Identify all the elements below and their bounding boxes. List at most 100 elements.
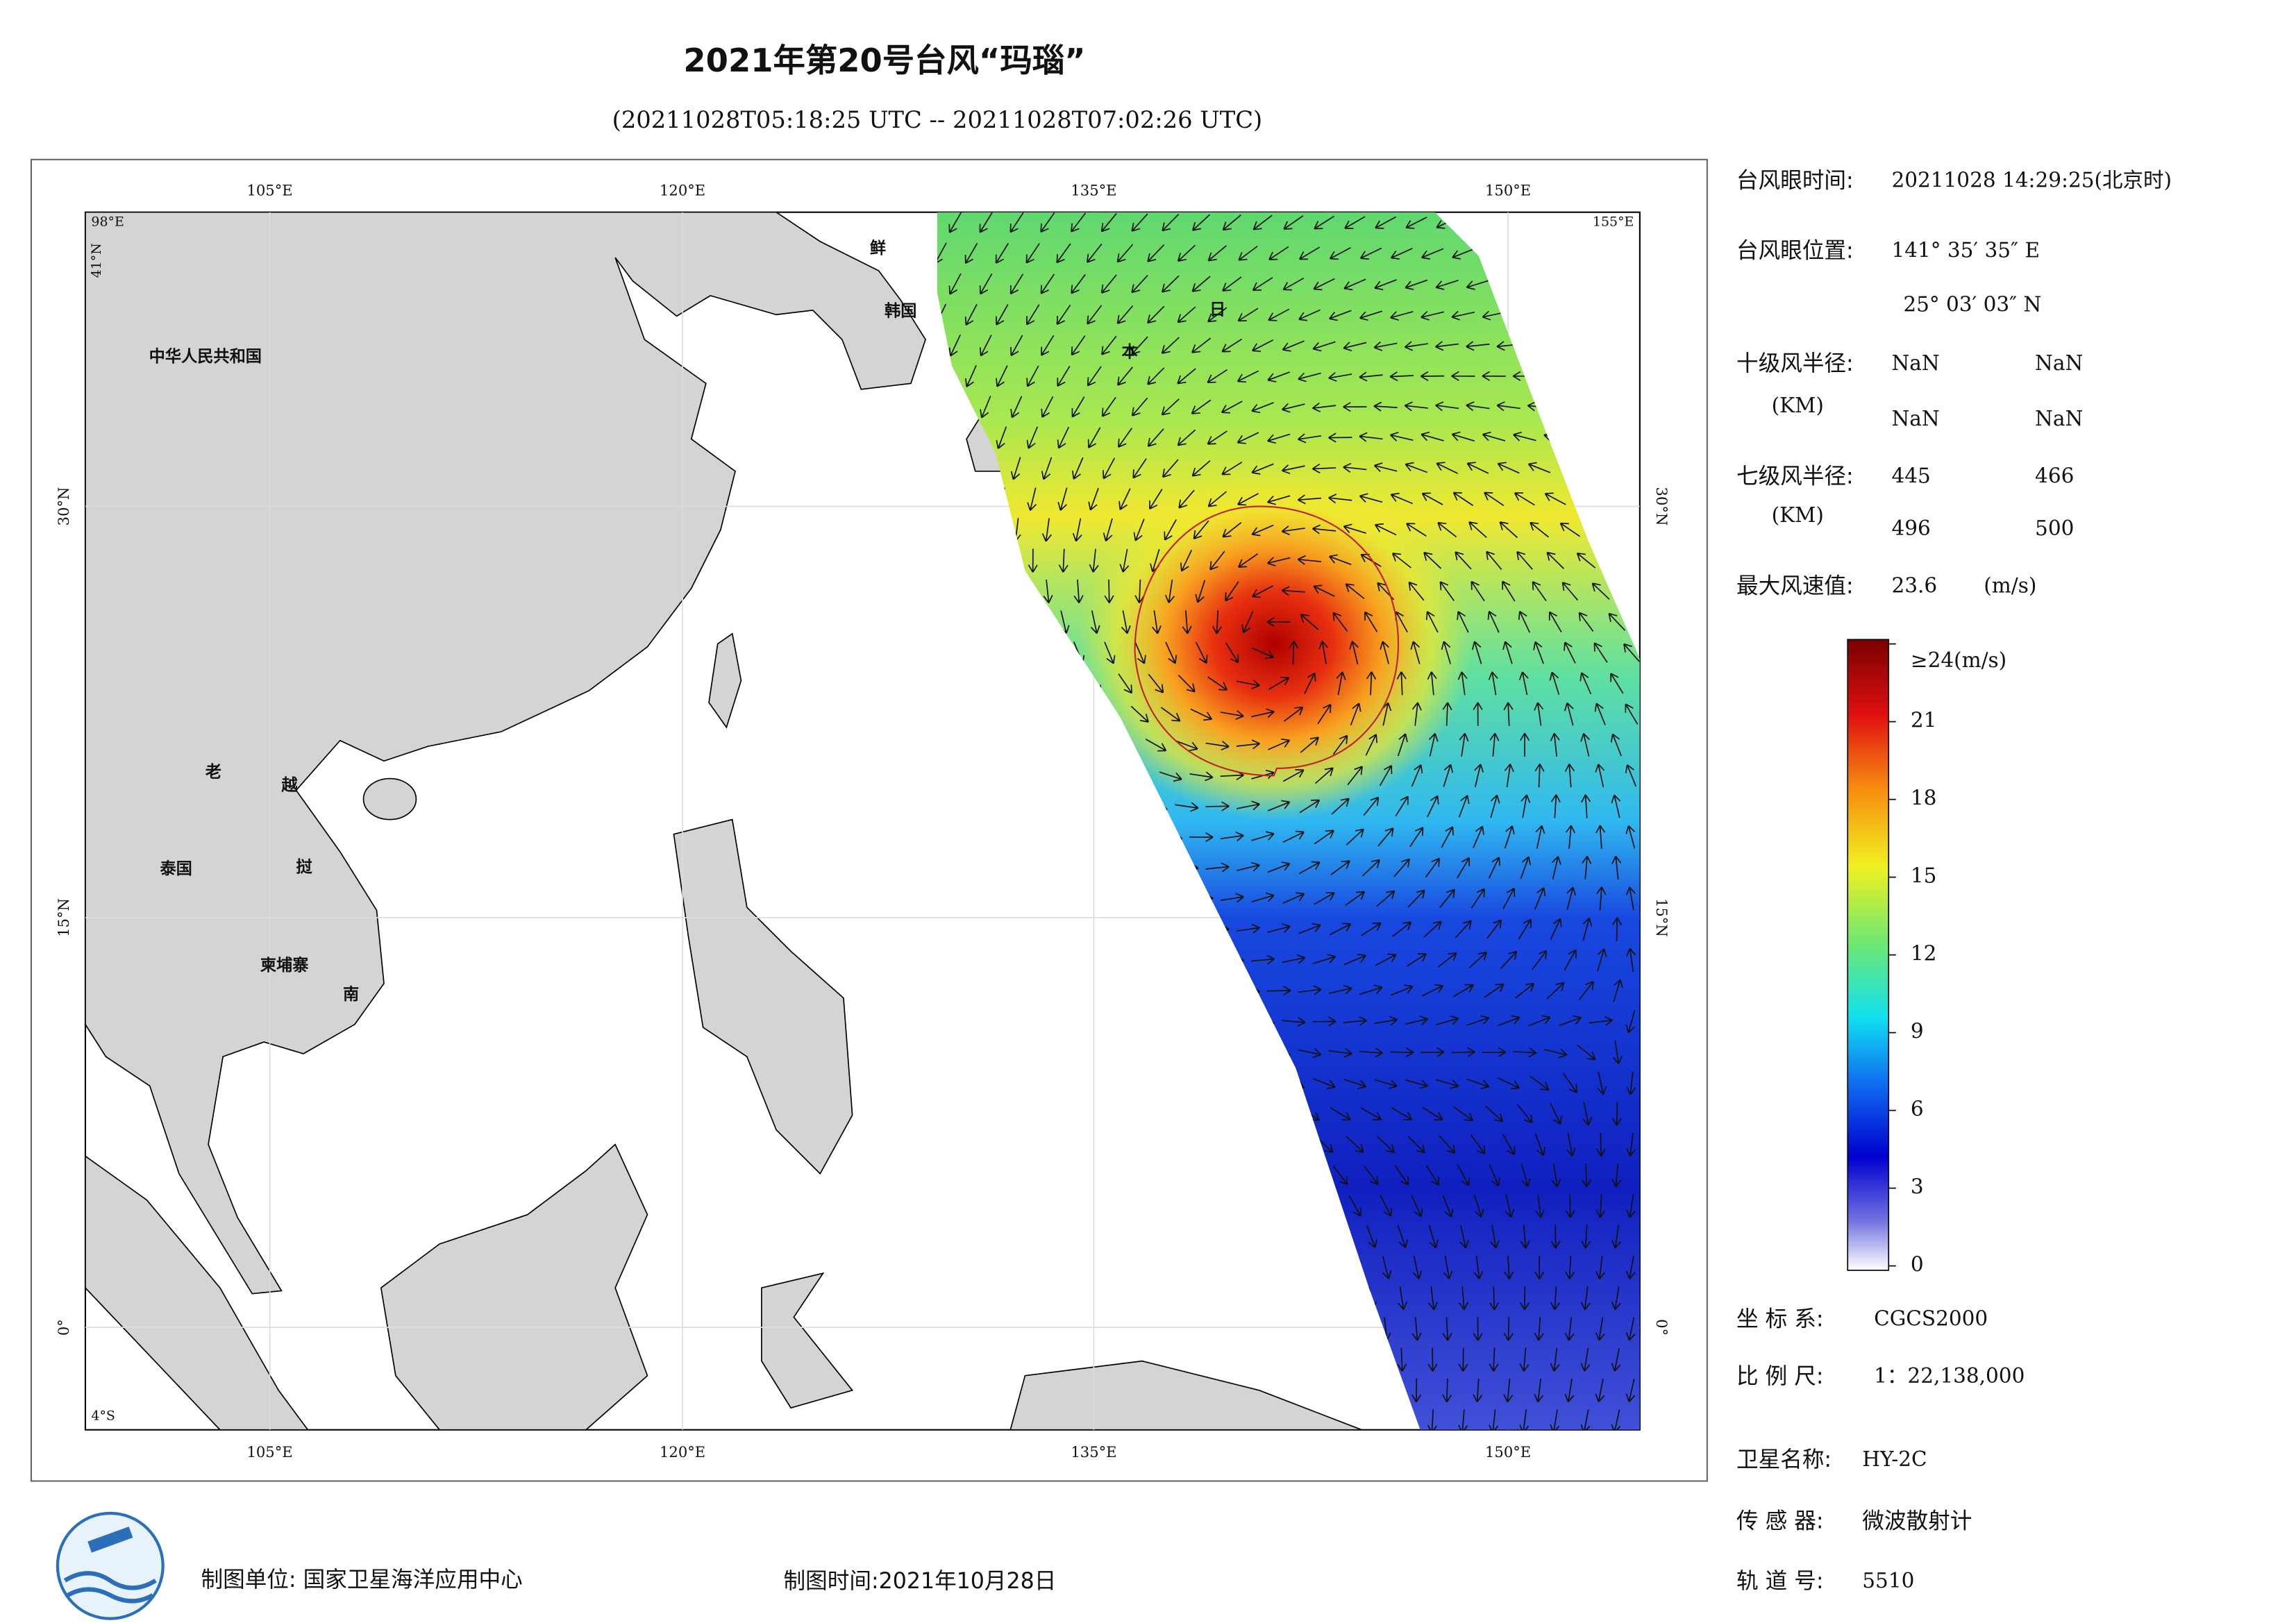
wind-arrow [1027,487,1037,511]
wind-arrow [1550,1102,1562,1125]
wind-arrow [1312,341,1336,352]
wind-arrow [1548,611,1562,632]
wind-arrow [1518,611,1531,633]
wind-arrow [1520,732,1530,757]
wind-arrow [1458,1409,1468,1430]
wind-arrow [1484,1105,1504,1122]
wind-arrow [1182,610,1192,634]
wind-arrow [1343,523,1366,534]
wind-arrow [1486,550,1502,570]
wind-arrow [1422,1107,1443,1121]
info-value: 25° 03′ 03″ N [1903,293,2041,317]
wind-arrow [1281,586,1305,596]
wind-arrow [1267,986,1291,996]
wind-arrow [1527,462,1551,473]
wind-arrow [1267,800,1291,812]
wind-arrow [1564,1379,1575,1402]
wind-arrow [1395,796,1409,817]
wind-arrow [1443,764,1454,787]
wind-arrow [1236,923,1260,934]
lon-label: 150°E [1485,1443,1531,1461]
wind-arrow [1205,741,1230,751]
wind-arrow [1364,611,1378,632]
wind-arrow [996,365,1008,387]
wind-arrow [1374,279,1397,290]
wind-arrow [1625,825,1636,849]
wind-arrow [1297,494,1322,505]
wind-arrow [1028,548,1038,573]
wind-arrow [1502,641,1513,664]
lon-label: 135°E [1071,1443,1116,1461]
colorbar-tick-label: 21 [1911,709,1937,732]
wind-arrow [1207,307,1227,323]
wind-arrow [1207,430,1227,445]
wind-arrow [1595,1379,1605,1402]
wind-arrow [1425,611,1439,633]
wind-arrow [1593,642,1608,663]
wind-arrow [1282,892,1305,904]
wind-arrow [1343,462,1367,473]
wind-arrow [1389,371,1414,382]
wind-arrow [1532,581,1547,601]
wind-arrow [996,304,1009,326]
wind-arrow [1489,1225,1500,1249]
wind-arrow [1177,429,1196,446]
wind-arrow [1451,1047,1475,1057]
wind-arrow [1118,673,1132,694]
wind-arrow [1314,891,1335,905]
wind-arrow [1455,551,1472,570]
info-value: NaN [1891,351,1939,375]
wind-arrow [1490,794,1500,818]
wind-arrow [1549,671,1560,695]
wind-arrow [1425,1165,1440,1186]
wind-arrow [1119,548,1130,573]
wind-arrow [1412,1256,1423,1279]
wind-arrow [1421,492,1443,505]
place-label: 韩国 [885,302,916,321]
meta-value: CGCS2000 [1874,1307,1988,1331]
lat-label: 30°N [1653,487,1670,526]
wind-arrow [1101,396,1116,417]
wind-arrow [1376,1136,1395,1153]
colorbar-tick-label: 6 [1911,1098,1924,1121]
wind-arrow [1428,733,1439,757]
wind-arrow [1297,555,1322,565]
asia-mainland [85,212,926,1295]
wind-arrow [1391,984,1414,996]
map-frame [30,158,1708,1482]
wind-arrow [1411,1195,1423,1218]
wind-arrow [1379,764,1393,787]
wind-arrow [1595,764,1605,788]
colorbar-tick-label: 15 [1911,864,1937,888]
wind-arrow [1056,243,1071,264]
wind-arrow [1482,1047,1507,1057]
wind-arrow [1394,1165,1409,1186]
wind-arrow [995,242,1009,264]
wind-arrow [1087,427,1101,448]
wind-arrow [1160,707,1181,722]
wind-arrow [1299,861,1321,875]
wind-arrow [1282,277,1305,291]
corner-label: 155°E [1593,214,1634,229]
colorbar-tick-label: 0 [1911,1253,1924,1277]
wind-arrow [1435,401,1459,412]
wind-arrow [1298,372,1321,382]
wind-arrow [1090,610,1100,634]
wind-arrow [1516,550,1533,570]
wind-arrow [1312,463,1336,473]
wind-arrow [1251,463,1274,475]
wind-arrow [1458,795,1470,818]
wind-arrow [948,334,961,357]
wind-arrow [1241,611,1254,634]
wind-arrow [1552,856,1561,880]
wind-arrow [948,212,962,233]
wind-arrow [1332,1165,1348,1186]
wind-arrow [1057,487,1068,511]
wind-arrow [1147,367,1165,385]
wind-arrow [1375,216,1397,229]
wind-arrow [1025,243,1040,264]
wind-arrow [1597,948,1607,972]
wind-arrow [1359,310,1383,321]
wind-arrow [1282,768,1305,782]
wind-arrow [1427,671,1437,696]
